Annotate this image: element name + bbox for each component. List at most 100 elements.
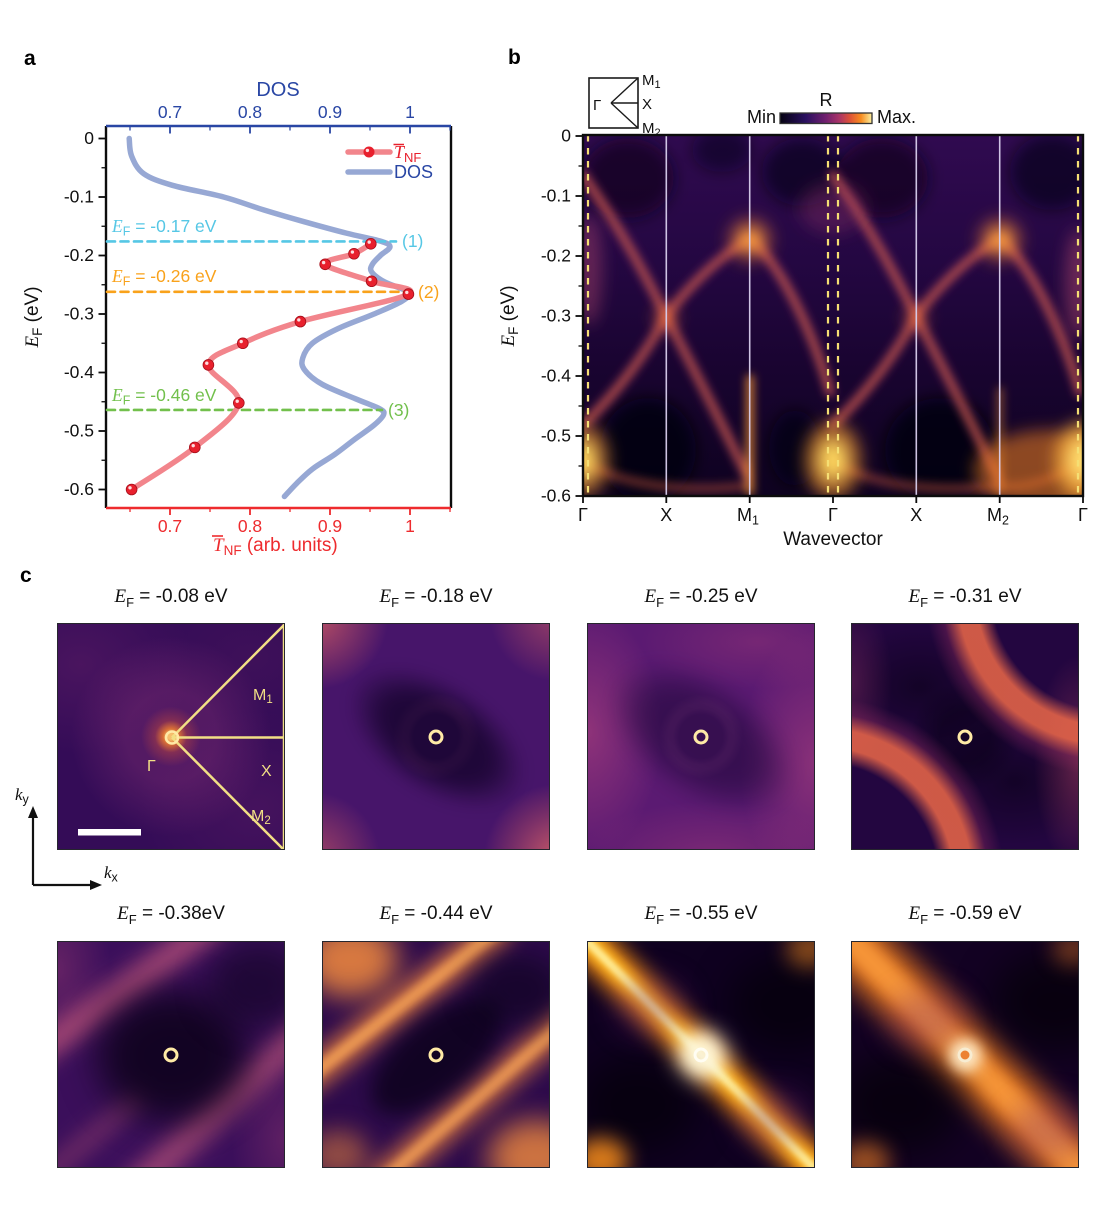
a-top-tick-3: 1 [405,102,415,122]
annotation-ef-026: EF = -0.26 eV [111,266,217,289]
kx-arrowhead-icon [90,880,102,890]
tnf-data-point-highlight [367,240,371,244]
bz-inset: Γ M1 X M2 [588,72,661,139]
b-left-tick-4: -0.4 [541,366,571,386]
b-left-tick-1: -0.1 [541,186,571,206]
colorbar-min-label: Min [747,107,776,127]
tnf-data-point [319,258,332,271]
legend-tnf-label: TNF [394,142,421,165]
heatmap-dark-pockets [583,135,1083,496]
heatmap-feature [738,1087,813,1147]
a-top-ticks [129,126,451,134]
a-left-tick-0: 0 [84,128,94,148]
fermi-map-038ev [57,941,285,1168]
b-xtick-x-2: X [910,505,922,525]
b-xtick-m1: M1 [737,505,759,528]
tnf-data-point [202,359,215,371]
a-left-tick-labels: 0 -0.1 -0.2 -0.3 -0.4 -0.5 -0.6 [64,128,94,499]
annotation-ef-017: EF = -0.17 eV [111,216,217,239]
heatmap-feature [323,942,398,997]
tnf-data-point-highlight [235,399,239,403]
b-xtick-gamma-3: Γ [1078,505,1088,525]
annotation-tag-1: (1) [402,231,423,251]
c-title-2: EF = -0.18 eV [379,586,493,610]
legend-tnf-marker-highlight [365,148,370,153]
overlay-x-label: X [261,763,272,780]
bz-inset-paths [610,77,639,129]
heatmap-feature [613,977,688,1037]
a-bottom-tick-2: 0.9 [318,516,342,536]
gamma-circle [693,729,709,744]
heatmap-feature [1010,1100,1078,1160]
b-left-tick-5: -0.5 [541,426,571,446]
a-left-ticks [98,137,106,491]
heatmap-feature [887,990,967,1050]
a-top-tick-0: 0.7 [158,102,182,122]
tnf-data-point [364,238,377,250]
a-left-tick-1: -0.1 [64,187,94,207]
bz-inset-m1: M1 [642,72,661,91]
tnf-data-point-highlight [128,486,132,490]
tnf-data-point [365,275,378,288]
gamma-circle [164,730,180,745]
c-title-6: EF = -0.44 eV [379,903,493,927]
a-top-tick-1: 0.8 [238,102,262,122]
tnf-data-point-highlight [297,318,301,322]
b-left-tick-3: -0.3 [541,306,571,326]
a-bottom-tick-3: 1 [405,516,415,536]
tnf-data-point-highlight [350,250,355,254]
a-top-tick-labels: 0.7 0.8 0.9 1 [158,102,415,122]
c-title-1: EF = -0.08 eV [114,586,228,610]
b-xtick-x-1: X [660,505,672,525]
panel-c-label: c [20,564,32,587]
a-y-axis-title: EF (eV) [22,286,45,348]
band-structure-heatmap [583,135,1083,496]
a-bottom-tick-0: 0.7 [158,516,182,536]
overlay-m2-label: M2 [251,808,271,827]
heatmap-feature [488,1120,549,1167]
b-bottom-tick-labels: Γ X M1 Γ X M2 Γ [578,505,1088,528]
bz-inset-x: X [642,96,652,113]
curve [126,135,413,500]
high-symmetry-solid-guides [665,135,1001,496]
a-bottom-ticks [129,508,451,515]
legend-dos-label: DOS [394,162,433,182]
bz-wedge-overlay: M1 X M2 Γ [78,624,284,849]
tnf-data-point [294,315,307,328]
tnf-data-point-highlight [239,339,243,344]
heatmap-feature [208,942,284,1027]
b-xtick-gamma-2: Γ [828,505,838,525]
gamma-circle [428,1047,444,1062]
b-bottom-ticks [582,496,1084,503]
annotation-ef-046: EF = -0.46 eV [111,385,217,408]
b-left-tick-0: 0 [561,126,571,146]
gamma-circle [428,729,444,744]
ky-arrowhead-icon [28,806,38,818]
a-top-axis-title: DOS [256,79,299,101]
fermi-map-055ev [587,941,815,1168]
bz-wedge-lines [171,624,284,849]
tnf-data-point-highlight [405,290,409,295]
panel-b-plot: Γ M1 X M2 R Min Max. [498,72,1088,550]
a-bottom-tick-labels: 0.7 0.8 0.9 1 [158,516,415,536]
panel-b-label: b [508,46,521,69]
colorbar-gradient [779,112,873,125]
tnf-data-point [402,288,415,300]
gamma-circle [957,729,973,744]
a-bottom-axis-title: TNF (arb. units) [213,535,338,558]
kx-axis-label: kx [104,863,119,885]
colorbar-max-label: Max. [877,107,916,127]
a-bottom-tick-1: 0.8 [238,516,262,536]
b-left-tick-2: -0.2 [541,246,571,266]
b-left-tick-labels: 0 -0.1 -0.2 -0.3 -0.4 -0.5 -0.6 [541,126,571,506]
a-data-curves [105,135,415,500]
panel-a-label: a [24,47,36,70]
heatmap-feature [852,1054,962,1154]
gamma-circle [693,1047,709,1062]
tnf-data-point [233,397,245,409]
tnf-data-point-highlight [368,277,372,282]
fermi-map-031ev [851,623,1079,850]
b-xtick-gamma-1: Γ [578,505,588,525]
heatmap-feature [471,954,549,1026]
b-x-axis-title: Wavevector [783,529,883,550]
